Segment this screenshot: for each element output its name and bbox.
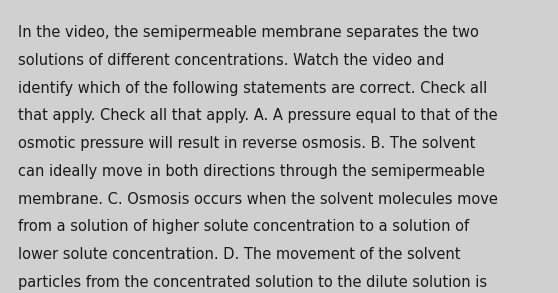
Text: osmotic pressure will result in reverse osmosis. B. The solvent: osmotic pressure will result in reverse …: [18, 136, 475, 151]
Text: that apply. Check all that apply. A. A pressure equal to that of the: that apply. Check all that apply. A. A p…: [18, 108, 498, 123]
Text: lower solute concentration. D. The movement of the solvent: lower solute concentration. D. The movem…: [18, 247, 460, 262]
Text: can ideally move in both directions through the semipermeable: can ideally move in both directions thro…: [18, 164, 485, 179]
Text: particles from the concentrated solution to the dilute solution is: particles from the concentrated solution…: [18, 275, 487, 290]
Text: identify which of the following statements are correct. Check all: identify which of the following statemen…: [18, 81, 487, 96]
Text: solutions of different concentrations. Watch the video and: solutions of different concentrations. W…: [18, 53, 444, 68]
Text: from a solution of higher solute concentration to a solution of: from a solution of higher solute concent…: [18, 219, 469, 234]
Text: membrane. C. Osmosis occurs when the solvent molecules move: membrane. C. Osmosis occurs when the sol…: [18, 192, 498, 207]
Text: In the video, the semipermeable membrane separates the two: In the video, the semipermeable membrane…: [18, 25, 479, 40]
